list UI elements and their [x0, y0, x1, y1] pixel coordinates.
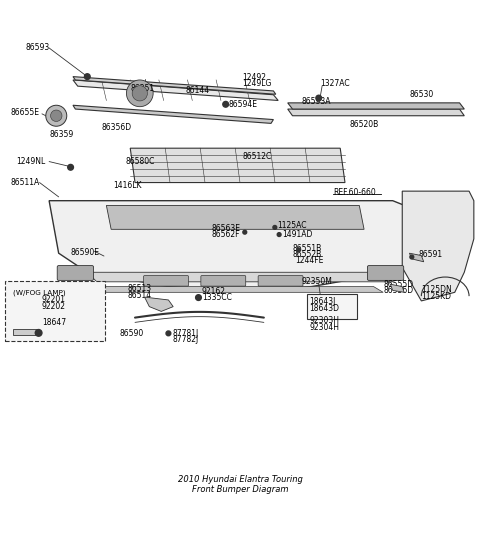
FancyBboxPatch shape	[367, 265, 404, 280]
Circle shape	[243, 230, 247, 234]
Text: 18647: 18647	[42, 318, 66, 327]
Text: 86594E: 86594E	[228, 100, 258, 109]
Text: 86562F: 86562F	[211, 230, 240, 239]
Text: 86552B: 86552B	[292, 250, 322, 259]
Polygon shape	[402, 191, 474, 301]
Circle shape	[132, 86, 147, 101]
Polygon shape	[49, 201, 426, 291]
Text: (W/FOG LAMP): (W/FOG LAMP)	[13, 289, 66, 295]
FancyBboxPatch shape	[258, 276, 303, 286]
Circle shape	[50, 110, 62, 121]
Text: 86514: 86514	[128, 291, 152, 300]
Text: 1244FE: 1244FE	[295, 256, 323, 265]
Circle shape	[223, 102, 228, 107]
Text: 92202: 92202	[42, 302, 66, 311]
Text: 92162: 92162	[202, 287, 226, 296]
FancyBboxPatch shape	[57, 265, 94, 280]
Text: 86351: 86351	[130, 84, 155, 93]
Polygon shape	[73, 80, 278, 101]
Text: 1327AC: 1327AC	[320, 79, 350, 88]
FancyBboxPatch shape	[144, 276, 189, 286]
Text: 1249NL: 1249NL	[16, 157, 45, 166]
Polygon shape	[97, 287, 383, 292]
Circle shape	[316, 95, 322, 101]
Circle shape	[68, 164, 73, 170]
FancyBboxPatch shape	[5, 281, 106, 341]
Text: 1125DN: 1125DN	[421, 286, 452, 294]
Text: 92350M: 92350M	[301, 277, 332, 286]
Text: 92201: 92201	[42, 295, 66, 304]
Text: 86580C: 86580C	[125, 157, 155, 165]
Circle shape	[126, 80, 153, 106]
Polygon shape	[13, 328, 37, 335]
Text: 86551B: 86551B	[292, 244, 322, 253]
Text: 86593: 86593	[25, 42, 49, 51]
Polygon shape	[390, 284, 404, 292]
Text: 86591: 86591	[419, 250, 443, 258]
Text: REF.60-660: REF.60-660	[333, 188, 376, 196]
Text: 92303H: 92303H	[309, 316, 339, 325]
Text: 86511A: 86511A	[11, 178, 40, 187]
Circle shape	[46, 105, 67, 126]
Text: 86593A: 86593A	[301, 97, 331, 106]
Text: 1249LG: 1249LG	[242, 79, 272, 88]
FancyBboxPatch shape	[307, 294, 357, 319]
Text: 1125AC: 1125AC	[277, 221, 307, 230]
Text: 1125KD: 1125KD	[421, 292, 451, 301]
Text: 87782J: 87782J	[172, 335, 199, 344]
Text: 86520B: 86520B	[350, 120, 379, 129]
Circle shape	[196, 295, 201, 301]
Circle shape	[166, 331, 171, 336]
Polygon shape	[73, 105, 274, 124]
FancyBboxPatch shape	[201, 276, 246, 286]
Polygon shape	[73, 77, 276, 94]
Text: 12492: 12492	[242, 73, 266, 82]
Circle shape	[297, 248, 300, 252]
Text: 86512C: 86512C	[242, 152, 272, 161]
Polygon shape	[288, 103, 464, 109]
Polygon shape	[144, 297, 173, 311]
Circle shape	[277, 233, 281, 236]
Text: 18643J: 18643J	[309, 297, 336, 307]
Text: 1416LK: 1416LK	[114, 181, 142, 190]
Polygon shape	[409, 253, 424, 262]
Text: 86590: 86590	[120, 329, 144, 338]
Text: 86555D: 86555D	[383, 280, 413, 289]
Text: 86530: 86530	[409, 90, 433, 100]
Text: 86563E: 86563E	[211, 224, 240, 233]
Text: 86590E: 86590E	[71, 248, 99, 257]
Text: 2010 Hyundai Elantra Touring
Front Bumper Diagram: 2010 Hyundai Elantra Touring Front Bumpe…	[178, 475, 302, 494]
Text: 86556D: 86556D	[383, 286, 413, 295]
Text: 86655E: 86655E	[11, 109, 40, 117]
Circle shape	[273, 226, 277, 230]
Text: 1335CC: 1335CC	[202, 293, 232, 302]
Text: 86356D: 86356D	[102, 123, 132, 132]
Text: 86144: 86144	[185, 87, 209, 95]
Text: 92304H: 92304H	[309, 323, 339, 332]
Polygon shape	[87, 272, 393, 282]
Circle shape	[410, 255, 414, 259]
Polygon shape	[288, 109, 464, 116]
Circle shape	[35, 330, 42, 336]
Polygon shape	[107, 205, 364, 230]
Text: 86359: 86359	[49, 131, 73, 139]
Circle shape	[84, 74, 90, 80]
Polygon shape	[130, 148, 345, 182]
Text: 1491AD: 1491AD	[282, 230, 312, 239]
Text: 87781J: 87781J	[172, 329, 199, 338]
Text: 18643D: 18643D	[309, 303, 339, 312]
Text: 86513: 86513	[128, 285, 152, 294]
